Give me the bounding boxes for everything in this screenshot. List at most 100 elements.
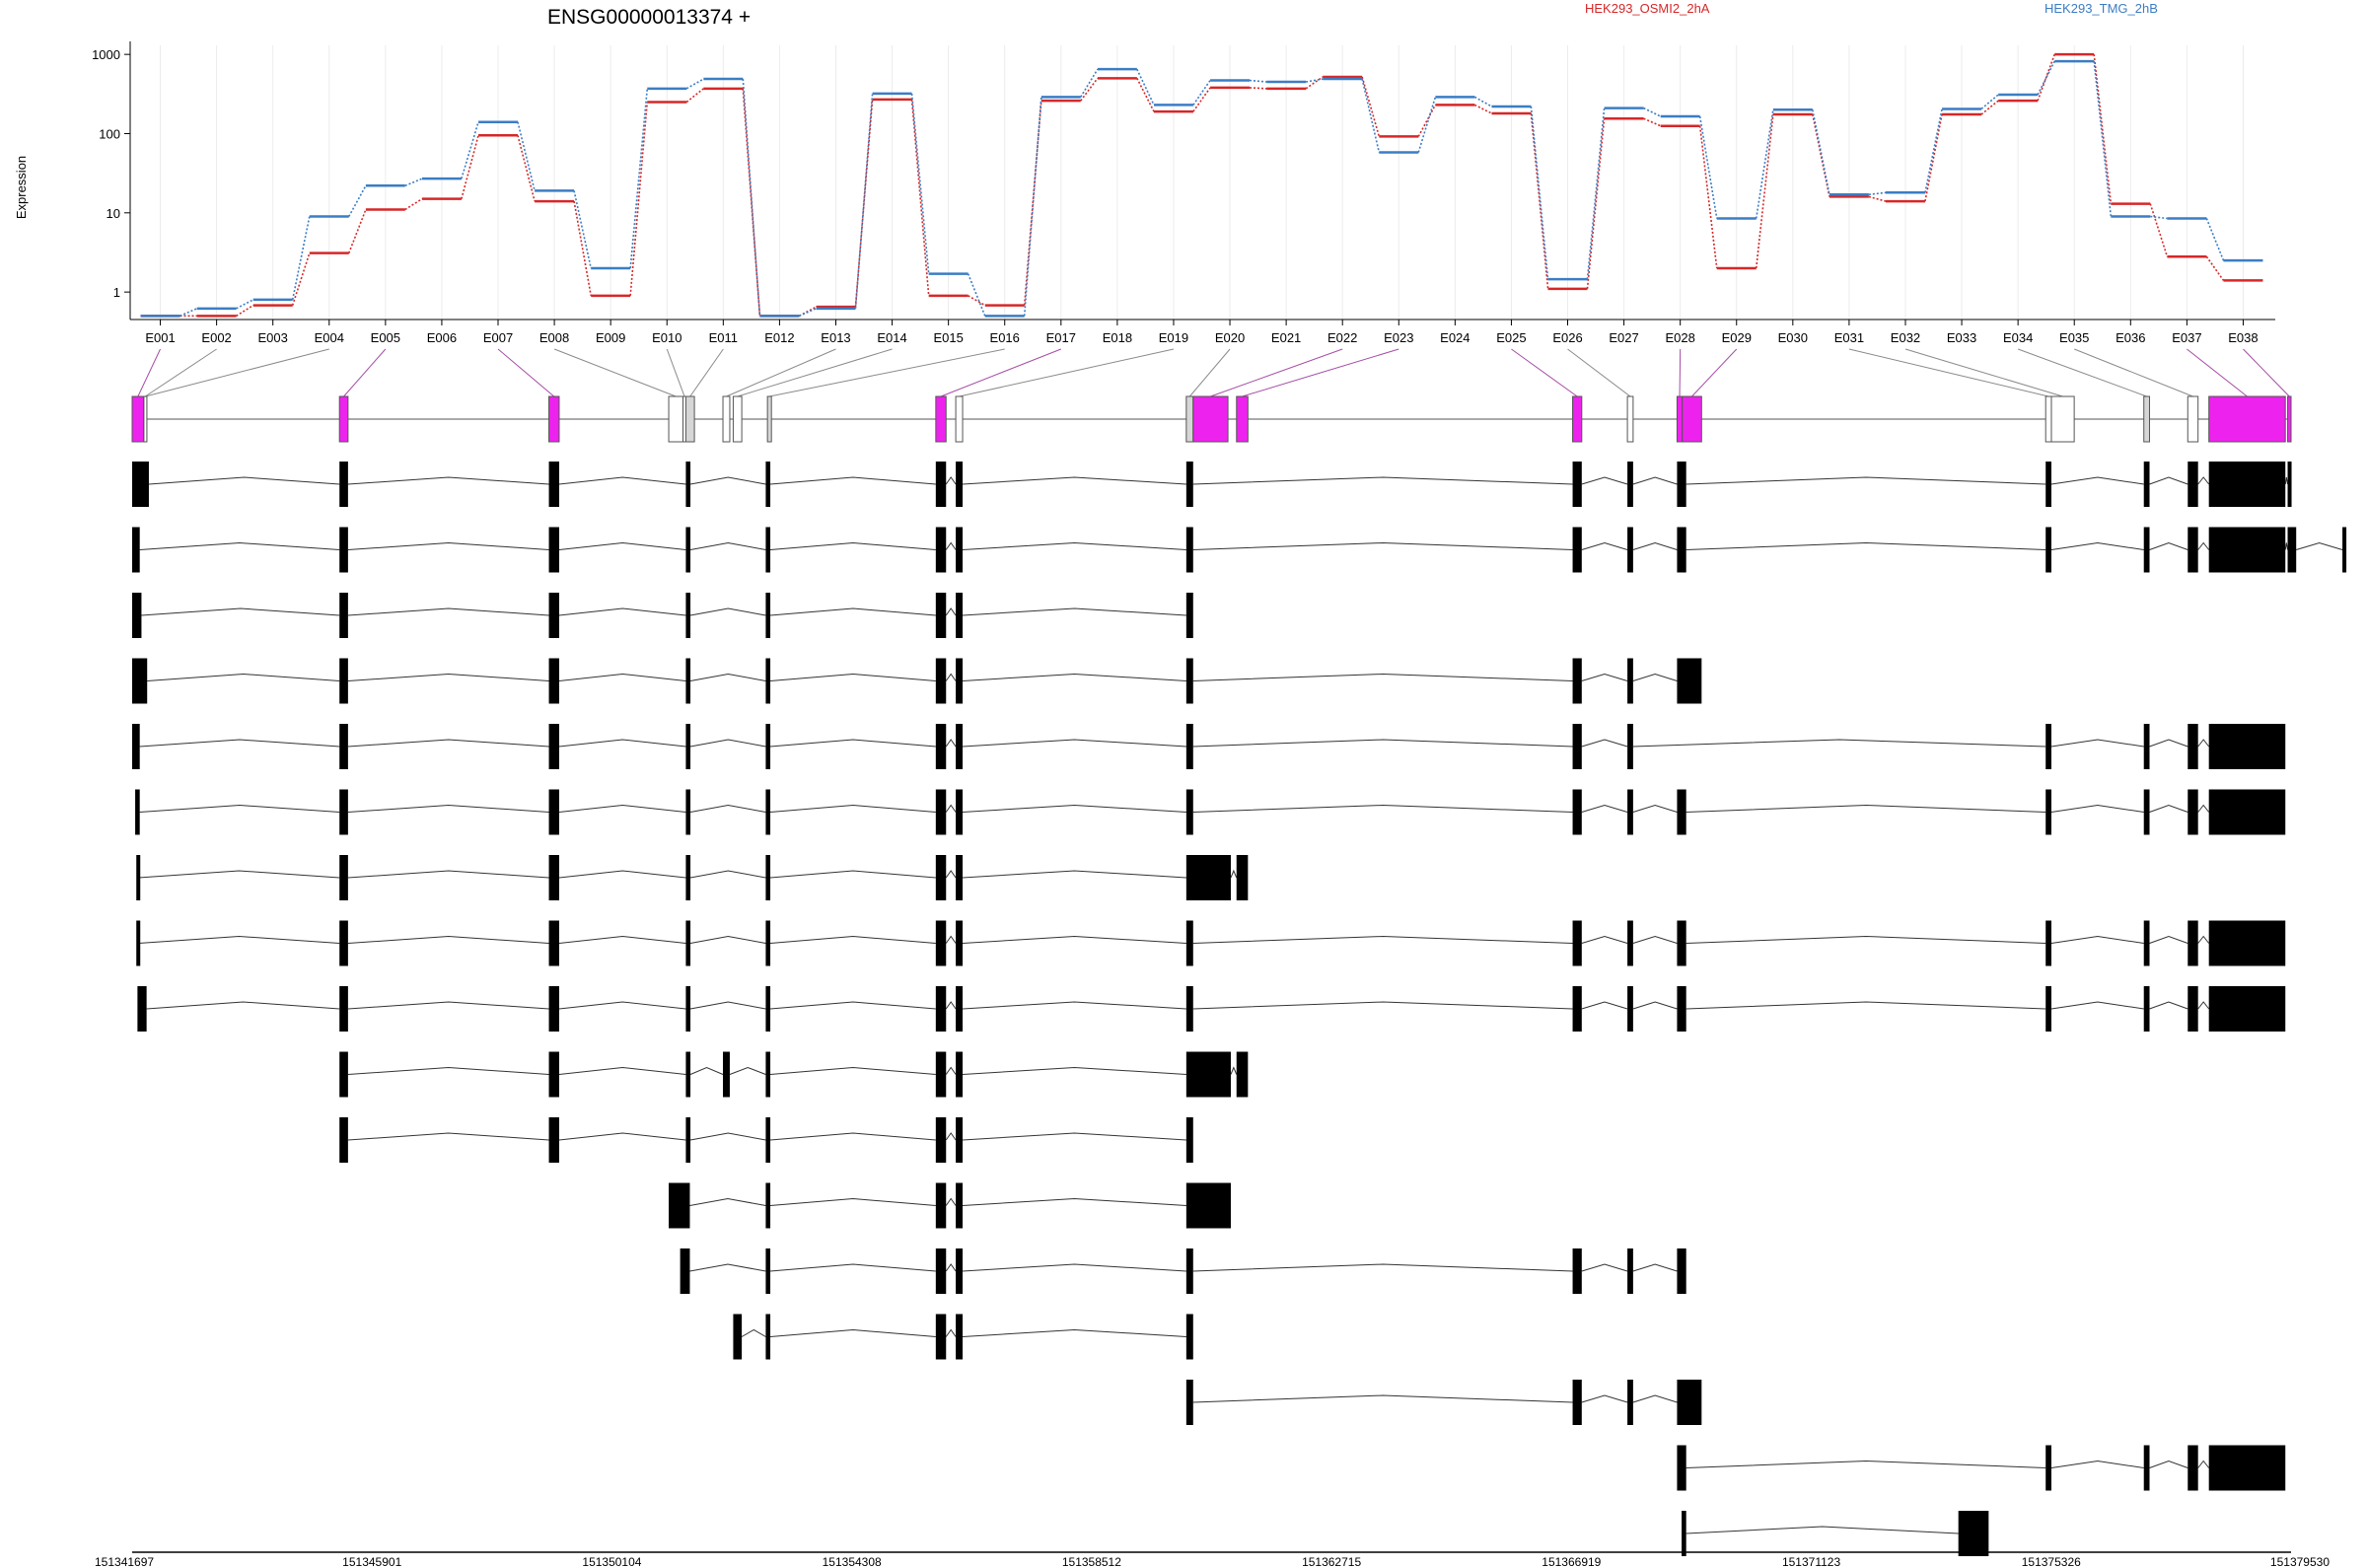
transcript-exon xyxy=(339,789,348,835)
transcript-intron xyxy=(945,673,957,681)
exon-label: E031 xyxy=(1834,330,1864,345)
transcript-exon xyxy=(1572,527,1582,573)
transcript-intron xyxy=(770,804,936,813)
series-transition xyxy=(685,88,704,104)
transcript-intron xyxy=(2050,1460,2144,1468)
exon-label: E035 xyxy=(2059,330,2089,345)
series-transition xyxy=(1924,108,1943,193)
series-transition xyxy=(854,93,874,309)
transcript-intron xyxy=(741,1328,766,1337)
transcript-intron xyxy=(558,1066,686,1075)
transcript-intron xyxy=(1192,476,1573,485)
y-tick-label: 1000 xyxy=(92,47,120,62)
transcript-intron xyxy=(770,541,936,550)
exon-label: E011 xyxy=(709,330,738,345)
transcript-exon xyxy=(2045,789,2051,835)
exon-label: E033 xyxy=(1947,330,1976,345)
exon-label: E027 xyxy=(1609,330,1638,345)
transcript-exon xyxy=(2188,789,2198,835)
series-transition xyxy=(1305,76,1324,90)
bin-connector xyxy=(144,348,217,397)
exon-label: E013 xyxy=(821,330,850,345)
transcript-exon xyxy=(1627,462,1633,507)
exon-bin xyxy=(2044,395,2052,443)
transcript-intron xyxy=(1632,476,1678,485)
exon-bin xyxy=(1236,395,1249,443)
exon-bin xyxy=(2208,395,2286,443)
transcript-exon xyxy=(2045,462,2051,507)
transcript-exon xyxy=(1185,1051,1231,1098)
exon-label: E030 xyxy=(1778,330,1808,345)
transcript-intron xyxy=(1192,673,1573,681)
genomic-tick-label: 151358512 xyxy=(1062,1555,1121,1568)
transcript-intron xyxy=(1632,1394,1678,1403)
transcript-intron xyxy=(2197,804,2210,813)
transcript-exon xyxy=(765,724,771,769)
series-transition xyxy=(1249,87,1267,90)
transcript-intron xyxy=(1686,804,2046,813)
transcript-intron xyxy=(558,607,686,616)
exon-label: E010 xyxy=(652,330,681,345)
transcript-4 xyxy=(132,658,1702,704)
transcript-intron xyxy=(558,870,686,879)
transcript-intron xyxy=(1581,804,1628,813)
transcript-exon xyxy=(2208,527,2286,573)
transcript-intron xyxy=(689,673,766,681)
transcript-intron xyxy=(2197,1460,2210,1468)
bin-connectors xyxy=(137,348,2290,397)
transcript-exon xyxy=(765,1182,771,1229)
transcript-intron xyxy=(558,935,686,944)
transcript-intron xyxy=(689,1132,766,1141)
transcript-exon xyxy=(765,658,771,704)
transcript-intron xyxy=(558,1132,686,1141)
transcript-exon xyxy=(685,986,691,1032)
transcript-intron xyxy=(1686,1001,2046,1010)
exon-bin xyxy=(2050,395,2075,443)
exon-bin xyxy=(935,395,947,443)
series-transition xyxy=(1080,68,1099,98)
transcript-exon xyxy=(935,920,947,966)
series-transition xyxy=(517,121,536,191)
transcript-intron xyxy=(558,476,686,485)
series-transition xyxy=(1361,78,1381,153)
transcript-intron xyxy=(689,1001,766,1010)
series-transition xyxy=(348,184,367,217)
bin-connector xyxy=(2074,348,2193,397)
exon-bin xyxy=(732,395,743,443)
transcript-exon xyxy=(765,1117,771,1163)
transcript-intron xyxy=(2050,1001,2144,1010)
exon-label: E026 xyxy=(1552,330,1582,345)
exon-label: E032 xyxy=(1891,330,1920,345)
transcript-exon xyxy=(765,593,771,638)
series-transition xyxy=(1136,68,1155,106)
series-transition xyxy=(2149,203,2169,257)
transcript-intron xyxy=(945,870,957,879)
transcript-intron xyxy=(689,607,766,616)
transcript-exon xyxy=(685,527,691,573)
transcript-exon xyxy=(1627,658,1633,704)
transcript-exon xyxy=(339,1051,348,1098)
bin-connector xyxy=(553,348,677,397)
exon-bin xyxy=(2143,395,2151,443)
transcript-exon xyxy=(685,789,691,835)
transcript-exon xyxy=(1185,658,1193,704)
transcript-intron xyxy=(770,1263,936,1272)
transcript-exon xyxy=(956,789,964,835)
series-transition xyxy=(348,209,367,253)
series-transition xyxy=(629,102,649,296)
transcript-exon xyxy=(765,1314,771,1360)
transcript-exon xyxy=(956,1248,964,1294)
series-transition xyxy=(236,299,254,310)
transcript-exon xyxy=(339,593,348,638)
transcript-intron xyxy=(962,739,1186,748)
transcript-intron xyxy=(2149,935,2188,944)
y-axis-label: Expression xyxy=(14,156,29,219)
transcript-exon xyxy=(339,527,348,573)
exon-bin xyxy=(1192,395,1229,443)
series-transition xyxy=(742,88,761,317)
transcript-intron xyxy=(962,541,1186,550)
exon-label: E016 xyxy=(990,330,1020,345)
transcript-intron xyxy=(2149,541,2188,550)
transcript-exon xyxy=(956,986,964,1032)
transcript-exon xyxy=(1627,1248,1633,1294)
